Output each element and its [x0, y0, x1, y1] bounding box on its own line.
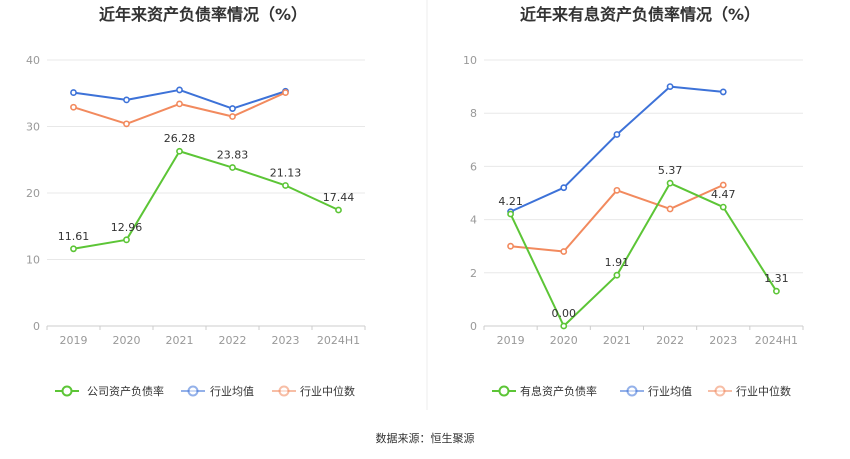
series-line — [73, 150, 339, 250]
data-point — [176, 86, 183, 94]
data-point — [613, 131, 621, 138]
y-tick-label: 8 — [470, 107, 477, 120]
legend-marker — [278, 385, 290, 397]
data-point — [229, 105, 236, 112]
data-label: 21.13 — [270, 166, 302, 179]
data-point — [123, 120, 130, 128]
data-point — [282, 182, 289, 189]
legend-label: 行业中位数 — [300, 384, 355, 398]
y-tick-label: 6 — [470, 160, 477, 173]
data-point — [123, 236, 130, 244]
chart-panel-interest-debt-ratio: 近年来有息资产负债率情况（%） 0 2 4 6 8 10 2019 2020 2021 2022 20… — [463, 5, 804, 398]
y-tick-label: 4 — [470, 214, 477, 227]
y-tick-label: 20 — [26, 187, 40, 200]
data-point — [613, 186, 621, 194]
data-point — [666, 83, 674, 90]
data-point — [70, 103, 77, 111]
data-point — [176, 100, 183, 108]
x-tick-label: 2020 — [550, 334, 578, 347]
data-label: 12.96 — [111, 221, 143, 234]
y-tick-label: 10 — [463, 54, 477, 67]
chart-title: 近年来资产负债率情况（%） — [99, 5, 307, 24]
data-point — [613, 271, 621, 279]
legend-label: 行业中位数 — [736, 384, 791, 398]
y-tick-label: 0 — [470, 320, 477, 333]
data-label: 11.61 — [58, 230, 90, 243]
x-tick-label: 2019 — [60, 334, 88, 347]
data-label: 4.21 — [498, 195, 523, 208]
data-label: 23.83 — [217, 149, 249, 162]
data-point — [70, 89, 77, 96]
data-point — [70, 245, 77, 253]
data-point — [335, 206, 342, 214]
data-label: 4.47 — [711, 188, 736, 201]
x-tick-label: 2020 — [113, 334, 141, 347]
data-label: 17.44 — [323, 191, 355, 204]
data-point — [666, 205, 674, 213]
series-line — [509, 182, 778, 327]
legend-marker — [187, 385, 199, 397]
data-label: 0.00 — [552, 307, 577, 320]
data-point — [560, 322, 568, 330]
chart-panel-debt-ratio: 近年来资产负债率情况（%） 0 10 20 30 40 2019 2020 2021 2022 20… — [26, 5, 366, 398]
data-point — [560, 248, 568, 255]
legend-label: 有息资产负债率 — [520, 384, 597, 398]
data-point — [719, 181, 727, 189]
x-tick-label: 2021 — [166, 334, 194, 347]
x-tick-label: 2019 — [497, 334, 525, 347]
y-tick-label: 30 — [26, 121, 40, 134]
y-tick-label: 0 — [33, 320, 40, 333]
data-point — [507, 242, 514, 250]
data-point — [773, 287, 780, 295]
data-point — [176, 147, 183, 155]
x-tick-label: 2021 — [603, 334, 631, 347]
legend-label: 行业均值 — [648, 385, 692, 398]
data-point — [719, 203, 727, 211]
data-point — [229, 113, 236, 120]
data-point — [560, 184, 568, 192]
legend-marker — [626, 385, 638, 397]
data-label: 5.37 — [658, 164, 683, 177]
data-point — [229, 164, 236, 171]
x-tick-label: 2023 — [272, 334, 300, 347]
x-tick-label: 2022 — [219, 334, 247, 347]
series-line — [510, 184, 724, 253]
y-tick-label: 40 — [26, 54, 40, 67]
data-point — [666, 179, 674, 187]
data-point — [507, 210, 514, 218]
legend-label: 公司资产负债率 — [87, 384, 164, 398]
chart-title: 近年来有息资产负债率情况（%） — [520, 5, 760, 24]
x-tick-label: 2024H1 — [317, 334, 360, 347]
data-label: 26.28 — [164, 132, 196, 145]
y-tick-label: 10 — [26, 254, 40, 267]
legend-marker — [498, 385, 510, 397]
data-point — [719, 88, 727, 96]
x-tick-label: 2024H1 — [755, 334, 798, 347]
source-footer: 数据来源：恒生聚源 — [376, 431, 475, 445]
legend-label: 行业均值 — [210, 385, 254, 398]
legend-marker — [61, 385, 73, 397]
data-point — [123, 96, 130, 104]
data-label: 1.91 — [605, 256, 630, 269]
legend-marker — [714, 385, 726, 397]
x-tick-label: 2023 — [709, 334, 737, 347]
x-tick-label: 2022 — [656, 334, 684, 347]
data-point — [282, 89, 289, 96]
data-label: 1.31 — [764, 272, 789, 285]
y-tick-label: 2 — [470, 267, 477, 280]
